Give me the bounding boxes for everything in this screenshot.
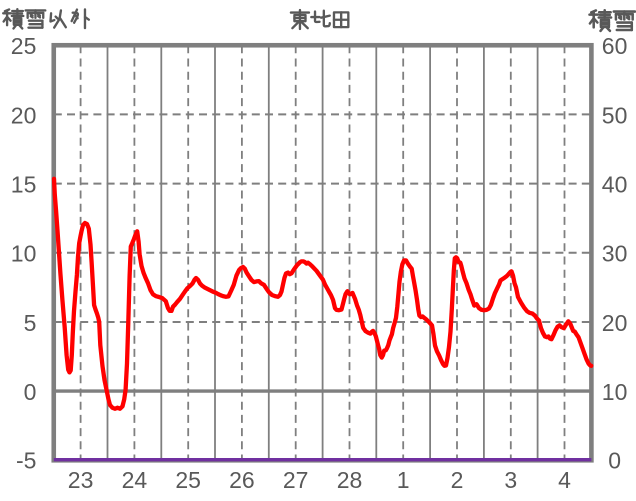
svg-text:0: 0 bbox=[608, 447, 621, 473]
svg-text:20: 20 bbox=[11, 102, 37, 128]
svg-text:26: 26 bbox=[229, 467, 255, 493]
svg-text:10: 10 bbox=[602, 379, 628, 405]
svg-text:20: 20 bbox=[602, 310, 628, 336]
svg-text:0: 0 bbox=[24, 379, 37, 405]
svg-text:23: 23 bbox=[68, 467, 94, 493]
svg-text:15: 15 bbox=[11, 172, 37, 198]
svg-text:40: 40 bbox=[602, 172, 628, 198]
svg-text:4: 4 bbox=[558, 467, 571, 493]
svg-text:28: 28 bbox=[337, 467, 363, 493]
svg-text:10: 10 bbox=[11, 241, 37, 267]
svg-text:25: 25 bbox=[11, 33, 37, 59]
svg-text:30: 30 bbox=[602, 241, 628, 267]
svg-text:1: 1 bbox=[397, 467, 410, 493]
svg-text:25: 25 bbox=[175, 467, 201, 493]
svg-text:2: 2 bbox=[451, 467, 464, 493]
svg-text:-5: -5 bbox=[16, 447, 36, 473]
svg-text:60: 60 bbox=[602, 33, 628, 59]
svg-text:50: 50 bbox=[602, 102, 628, 128]
svg-text:5: 5 bbox=[24, 310, 37, 336]
svg-text:24: 24 bbox=[122, 467, 148, 493]
svg-text:3: 3 bbox=[504, 467, 517, 493]
svg-text:27: 27 bbox=[283, 467, 309, 493]
